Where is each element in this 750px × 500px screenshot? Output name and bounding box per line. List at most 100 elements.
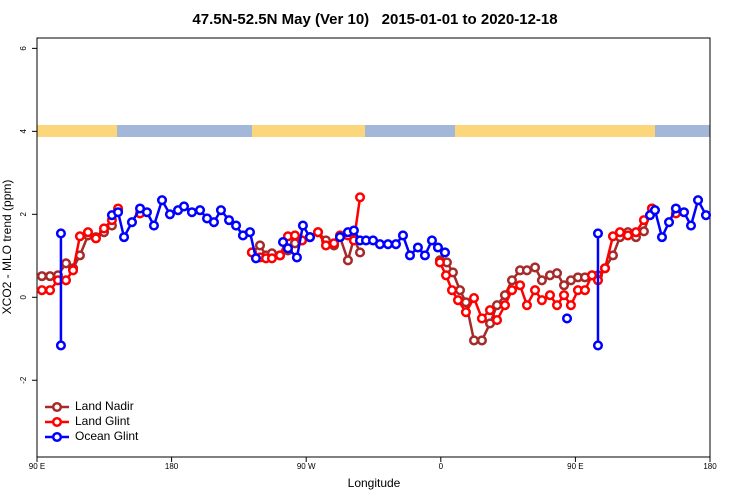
legend-marker [51, 416, 63, 428]
data-point [208, 217, 219, 228]
data-point [397, 230, 409, 241]
data-point [649, 205, 661, 216]
data-point [44, 285, 56, 296]
data-point [74, 231, 85, 242]
data-point [434, 257, 445, 268]
data-point [244, 227, 256, 238]
land-band [37, 125, 117, 137]
data-point [579, 285, 591, 296]
y-tick-label: 0 [19, 295, 28, 300]
data-point [700, 210, 712, 221]
data-point [491, 315, 503, 326]
data-point [348, 225, 359, 236]
data-point [692, 195, 704, 206]
data-point [536, 275, 547, 286]
data-point [55, 340, 66, 351]
data-point [36, 285, 47, 296]
data-point [432, 242, 444, 253]
data-point [607, 250, 618, 261]
data-point [156, 195, 168, 206]
data-point [291, 252, 302, 263]
legend-marker [51, 401, 63, 413]
data-point [266, 253, 278, 264]
data-point [536, 295, 547, 306]
data-point [334, 232, 346, 243]
data-point [282, 243, 294, 254]
data-point [663, 217, 675, 228]
data-point [164, 209, 176, 220]
data-point [551, 300, 563, 311]
data-point [254, 240, 266, 251]
data-point [354, 192, 366, 203]
data-point [342, 255, 353, 266]
data-point [382, 239, 394, 250]
data-point [614, 227, 626, 238]
data-point [60, 275, 72, 286]
data-point [90, 233, 101, 244]
data-point [354, 247, 366, 258]
data-point [551, 268, 563, 279]
x-tick-label: 90 W [297, 462, 316, 471]
data-point [558, 290, 570, 301]
data-point [74, 250, 85, 261]
data-point [412, 242, 423, 253]
data-point [113, 207, 124, 218]
y-axis-label: XCO2 - MLO trend (ppm) [0, 180, 14, 315]
x-tick-label: 180 [703, 462, 717, 471]
data-point [297, 220, 308, 231]
data-point [561, 313, 573, 324]
plot-frame [36, 37, 711, 458]
x-tick-label: 90 E [29, 462, 45, 471]
data-point [515, 280, 526, 291]
data-point [630, 227, 642, 238]
data-point [670, 203, 681, 214]
data-point [656, 232, 668, 243]
data-point [419, 250, 430, 261]
data-point [55, 228, 66, 239]
data-point [638, 226, 649, 237]
land-band [455, 125, 655, 137]
legend-label: Land Glint [75, 414, 130, 428]
x-tick-label: 90 E [567, 462, 583, 471]
data-point [277, 237, 289, 248]
data-point [98, 223, 110, 234]
data-point [374, 239, 385, 250]
data-point [274, 250, 286, 261]
data-point [439, 247, 451, 258]
data-point [476, 335, 487, 346]
data-point [476, 313, 487, 324]
data-point [178, 201, 190, 212]
data-point [320, 240, 331, 251]
legend-marker [51, 431, 63, 443]
data-point [499, 300, 511, 311]
data-point [586, 270, 598, 281]
land-band [252, 125, 365, 137]
data-point [460, 307, 471, 318]
data-point [404, 250, 416, 261]
data-point [565, 300, 576, 311]
data-point [186, 207, 197, 218]
data-point [592, 340, 604, 351]
data-point [685, 220, 697, 231]
data-point [468, 293, 480, 304]
data-point [141, 207, 152, 218]
data-point [599, 263, 611, 274]
data-point [506, 275, 518, 286]
data-point [36, 271, 47, 282]
data-point [82, 227, 94, 238]
data-point [304, 232, 315, 243]
data-point [390, 239, 401, 250]
data-point [622, 230, 633, 241]
data-point [592, 228, 604, 239]
data-point [67, 265, 79, 276]
data-point [484, 305, 496, 316]
data-point [607, 231, 618, 242]
data-point [148, 220, 160, 231]
data-point [194, 205, 206, 216]
data-point [521, 300, 532, 311]
data-point [529, 285, 541, 296]
data-point [440, 270, 452, 281]
data-point [544, 290, 556, 301]
data-point [312, 227, 324, 238]
land-sea-strip [37, 125, 710, 137]
